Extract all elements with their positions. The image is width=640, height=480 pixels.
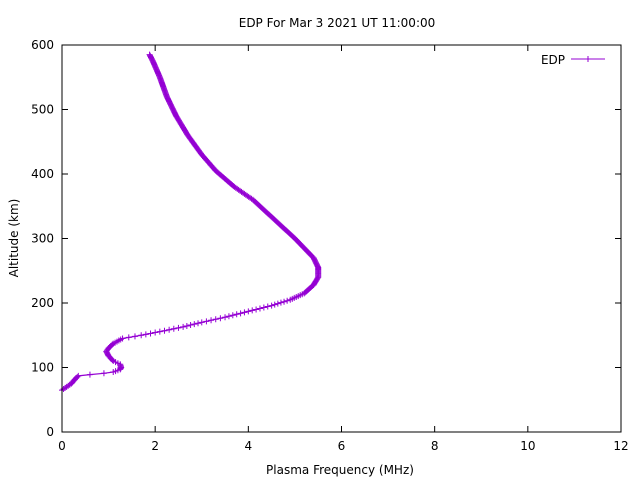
data-point bbox=[183, 322, 190, 329]
data-point bbox=[125, 334, 132, 341]
data-point bbox=[156, 328, 163, 335]
x-tick-label: 2 bbox=[151, 439, 159, 453]
data-point bbox=[233, 311, 240, 318]
data-point bbox=[203, 318, 210, 325]
y-axis-label: Altitude (km) bbox=[7, 199, 21, 278]
data-point bbox=[268, 302, 275, 309]
data-point bbox=[222, 314, 229, 321]
data-point bbox=[277, 299, 284, 306]
x-tick-label: 0 bbox=[58, 439, 66, 453]
chart-title: EDP For Mar 3 2021 UT 11:00:00 bbox=[239, 16, 436, 30]
data-point bbox=[253, 306, 260, 313]
x-tick-label: 6 bbox=[338, 439, 346, 453]
data-point bbox=[100, 370, 107, 377]
x-axis-label: Plasma Frequency (MHz) bbox=[266, 463, 414, 477]
x-tick-label: 8 bbox=[431, 439, 439, 453]
data-point bbox=[161, 327, 168, 334]
y-tick-label: 500 bbox=[31, 103, 54, 117]
data-point bbox=[170, 325, 177, 332]
legend-label-edp: EDP bbox=[541, 53, 565, 67]
data-point bbox=[208, 317, 215, 324]
data-point bbox=[284, 297, 291, 304]
y-tick-label: 400 bbox=[31, 167, 54, 181]
data-point bbox=[147, 330, 154, 337]
data-point bbox=[191, 321, 198, 328]
data-point bbox=[225, 313, 232, 320]
data-point bbox=[271, 301, 278, 308]
series-layer bbox=[59, 51, 322, 394]
data-point bbox=[237, 310, 244, 317]
x-tick-label: 4 bbox=[245, 439, 253, 453]
data-point bbox=[187, 322, 194, 329]
data-point bbox=[249, 307, 256, 314]
data-point bbox=[195, 320, 202, 327]
x-tick-label: 12 bbox=[613, 439, 628, 453]
legend-marker-edp bbox=[585, 56, 591, 62]
y-tick-label: 600 bbox=[31, 38, 54, 52]
data-point bbox=[131, 333, 138, 340]
x-axis-ticks: 0 2 4 6 8 10 12 bbox=[58, 45, 629, 453]
data-point bbox=[256, 305, 263, 312]
data-point bbox=[264, 303, 271, 310]
data-point bbox=[166, 326, 173, 333]
data-point bbox=[180, 323, 187, 330]
y-tick-label: 0 bbox=[46, 425, 54, 439]
data-point bbox=[212, 316, 219, 323]
data-point bbox=[217, 315, 224, 322]
legend: EDP bbox=[541, 53, 605, 67]
x-tick-label: 10 bbox=[520, 439, 535, 453]
y-tick-label: 300 bbox=[31, 232, 54, 246]
data-point bbox=[152, 329, 159, 336]
data-point bbox=[175, 324, 182, 331]
data-point bbox=[142, 331, 149, 338]
y-tick-label: 200 bbox=[31, 296, 54, 310]
data-point bbox=[274, 300, 281, 307]
data-point bbox=[119, 335, 126, 342]
data-point bbox=[260, 304, 267, 311]
data-point bbox=[75, 372, 82, 379]
data-point bbox=[198, 319, 205, 326]
data-point bbox=[281, 298, 288, 305]
data-point bbox=[74, 373, 81, 380]
legend-plus-marker bbox=[585, 56, 591, 62]
data-point bbox=[138, 332, 145, 339]
series-markers-edp bbox=[59, 51, 322, 394]
plot-frame bbox=[61, 44, 622, 433]
data-point bbox=[241, 309, 248, 316]
data-point bbox=[229, 312, 236, 319]
y-tick-label: 100 bbox=[31, 361, 54, 375]
data-point bbox=[146, 51, 153, 58]
data-point bbox=[86, 371, 93, 378]
data-point bbox=[245, 308, 252, 315]
y-axis-ticks: 0 100 200 300 400 500 600 bbox=[31, 38, 621, 439]
